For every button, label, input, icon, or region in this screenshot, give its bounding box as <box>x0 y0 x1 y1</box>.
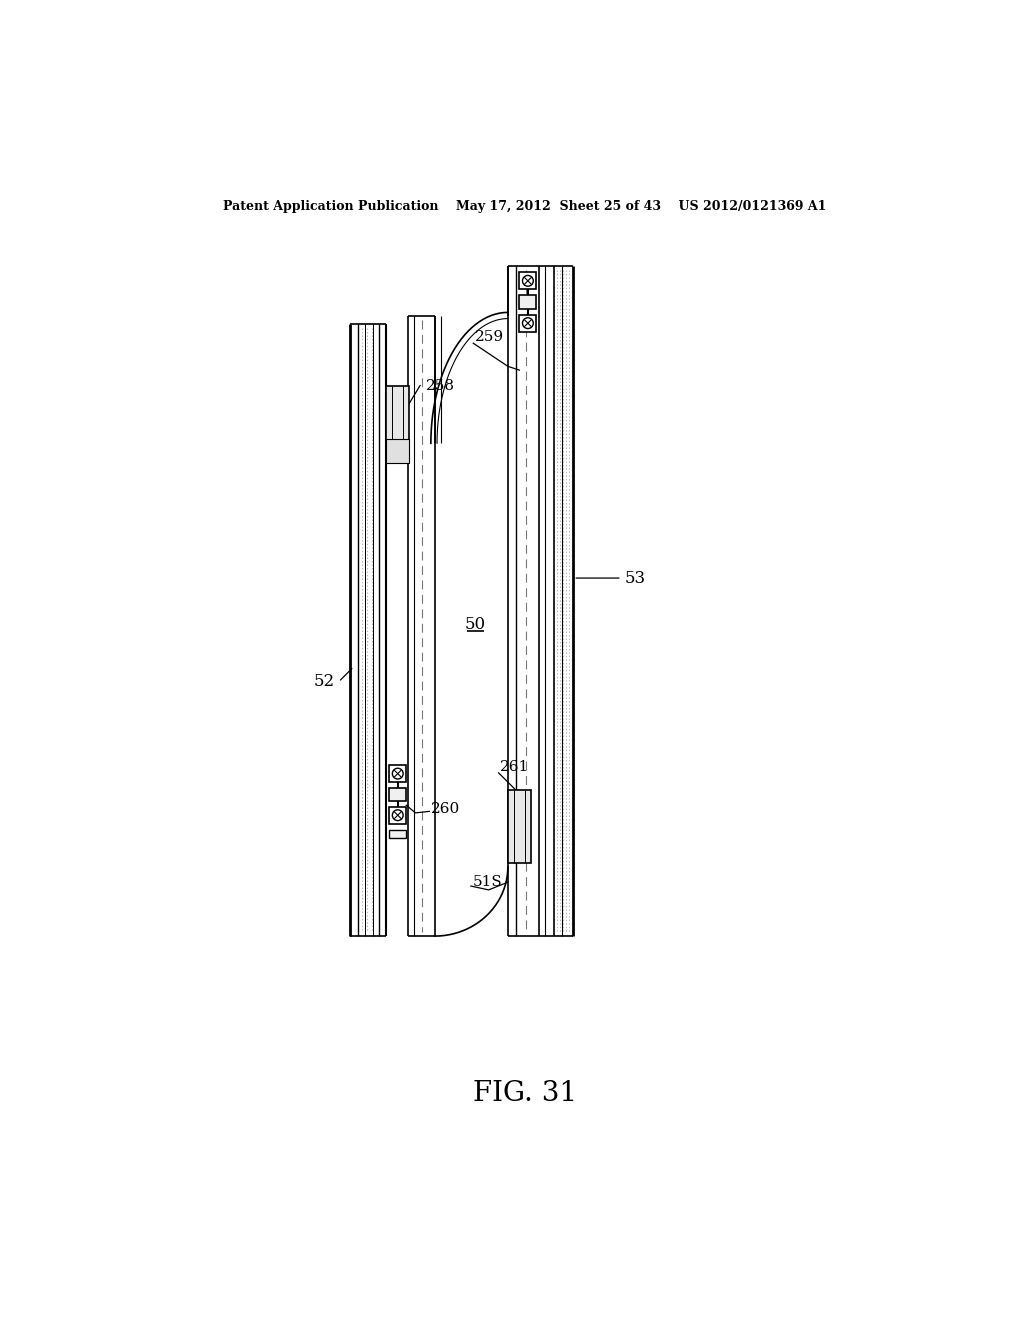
Bar <box>386 440 410 462</box>
Circle shape <box>522 318 534 329</box>
Bar <box>519 296 537 309</box>
Text: 260: 260 <box>431 803 460 816</box>
Text: Patent Application Publication    May 17, 2012  Sheet 25 of 43    US 2012/012136: Patent Application Publication May 17, 2… <box>223 199 826 213</box>
Bar <box>389 766 407 781</box>
Bar <box>389 830 407 838</box>
Bar <box>508 789 531 863</box>
Circle shape <box>522 276 534 286</box>
Circle shape <box>392 768 403 779</box>
Text: 52: 52 <box>313 673 335 690</box>
Text: 50: 50 <box>465 615 486 632</box>
Text: 51S: 51S <box>472 875 502 890</box>
Text: 258: 258 <box>426 379 456 392</box>
Text: FIG. 31: FIG. 31 <box>473 1081 577 1107</box>
Bar <box>389 788 407 800</box>
Bar <box>519 272 537 289</box>
Bar <box>389 807 407 824</box>
Circle shape <box>392 810 403 821</box>
Bar <box>519 314 537 331</box>
Text: 259: 259 <box>475 330 504 345</box>
Bar <box>386 385 410 462</box>
Text: 261: 261 <box>500 760 529 774</box>
Text: 53: 53 <box>625 569 646 586</box>
